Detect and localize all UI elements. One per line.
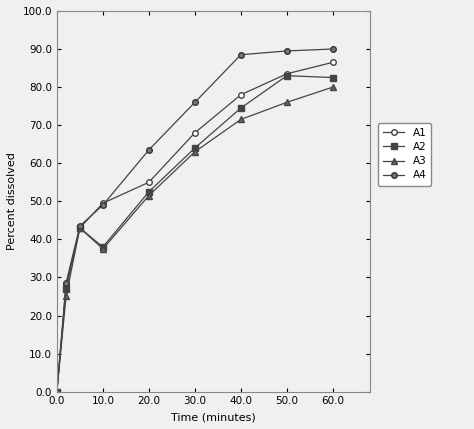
A3 [63,294,69,299]
A4 [54,389,60,394]
A2 [77,225,82,230]
A2 [284,73,290,78]
A1 [238,92,244,97]
Legend: A1, A2, A3, A4: A1, A2, A3, A4 [378,123,431,186]
A2 [192,145,198,151]
Line: A1: A1 [54,60,336,394]
A2 [146,189,152,194]
A1 [146,180,152,185]
X-axis label: Time (minutes): Time (minutes) [171,412,255,422]
A4 [100,202,106,208]
A4 [77,224,82,229]
Y-axis label: Percent dissolved: Percent dissolved [7,152,17,250]
A2 [238,106,244,111]
A3 [330,85,336,90]
A3 [77,225,82,230]
A4 [192,100,198,105]
A1 [54,389,60,394]
A1 [284,71,290,76]
A4 [146,147,152,152]
A3 [146,193,152,198]
A1 [330,60,336,65]
A3 [100,246,106,251]
A1 [100,201,106,206]
A4 [63,281,69,286]
A4 [330,46,336,51]
Line: A3: A3 [54,85,336,394]
A2 [54,389,60,394]
A4 [238,52,244,57]
A1 [77,225,82,230]
A2 [330,75,336,80]
A2 [100,245,106,250]
A1 [192,130,198,135]
A1 [63,282,69,287]
A3 [284,100,290,105]
A3 [192,149,198,154]
Line: A4: A4 [54,46,336,394]
A3 [238,117,244,122]
A3 [54,389,60,394]
A4 [284,48,290,54]
A2 [63,286,69,291]
Line: A2: A2 [54,73,336,394]
